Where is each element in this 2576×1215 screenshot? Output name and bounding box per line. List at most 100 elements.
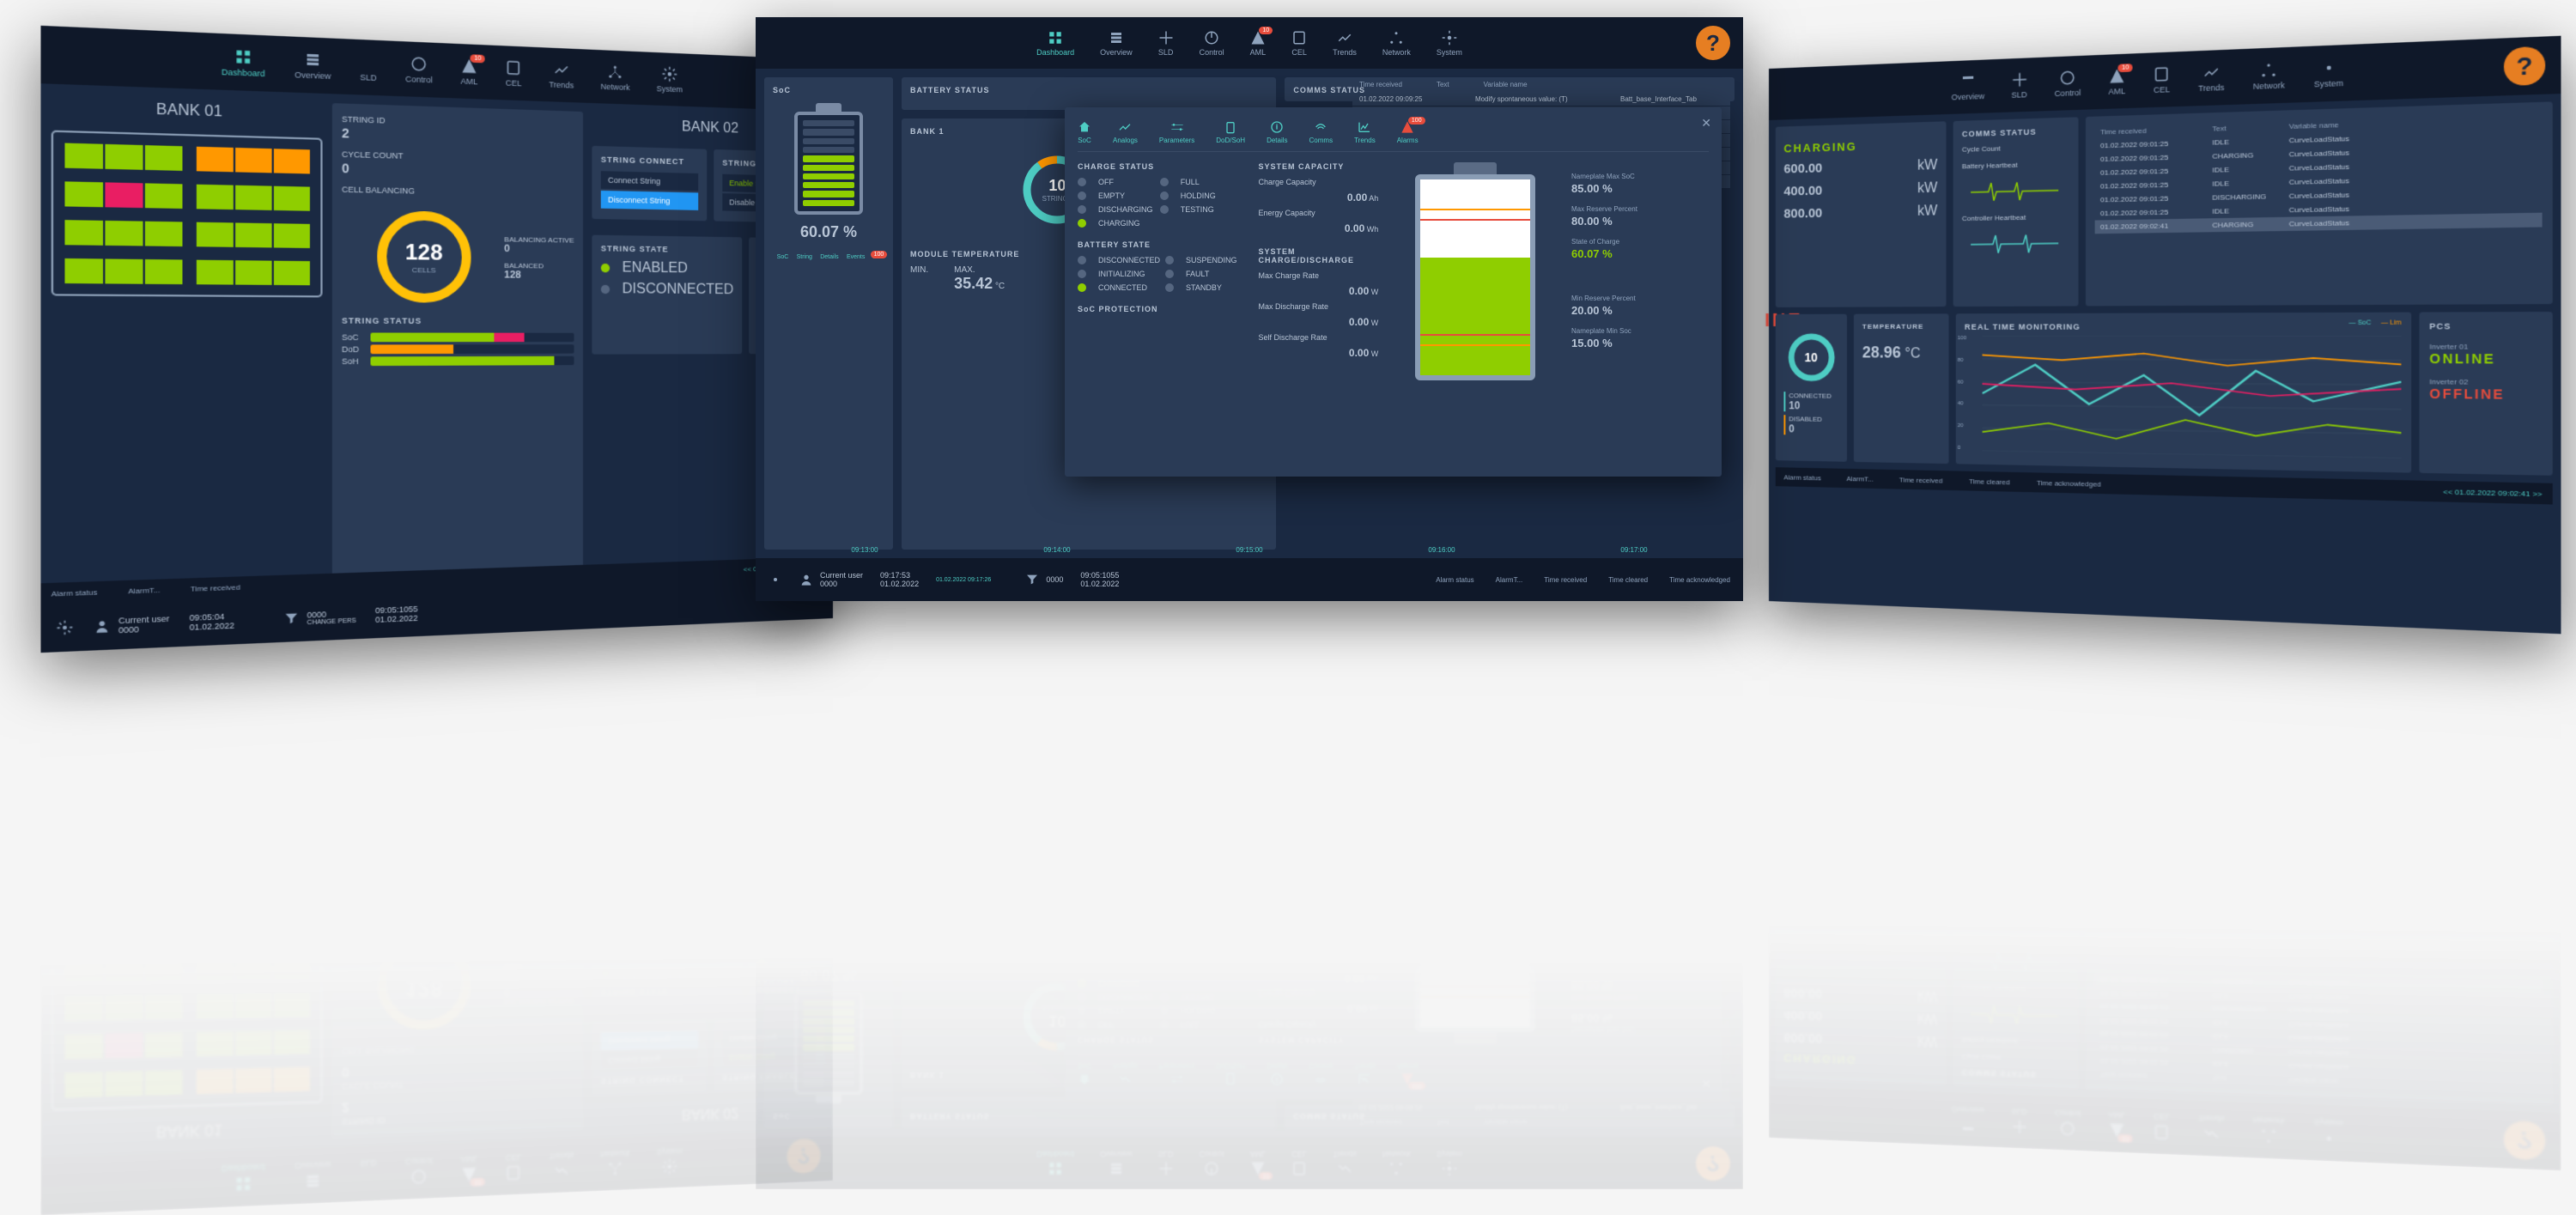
nav-network[interactable]: Network	[1382, 30, 1411, 57]
modal-tab-comms[interactable]: Comms	[1309, 1062, 1334, 1086]
event-row[interactable]: 01.02.2022 09:09:25Modify spontaneous va…	[1352, 1101, 1730, 1114]
nav-dashboard[interactable]: Dashboard	[1036, 1151, 1074, 1177]
tab-al[interactable]: AL	[873, 946, 881, 952]
nav-sld[interactable]: SLD	[360, 53, 377, 82]
help-button[interactable]: ?	[1696, 1146, 1730, 1181]
nav-overview[interactable]: Overview	[295, 50, 331, 80]
nav-trends[interactable]: Trends	[549, 1151, 574, 1180]
tab-string[interactable]: String	[797, 254, 812, 260]
nav-aml[interactable]: AML	[1250, 1151, 1267, 1177]
modal-tab-details[interactable]: Details	[1267, 120, 1287, 144]
filter-icon[interactable]	[1025, 573, 1039, 586]
nav-control[interactable]: Control	[405, 1157, 433, 1186]
filter-icon[interactable]	[1025, 620, 1039, 634]
help-button[interactable]: ?	[1696, 26, 1730, 60]
modal-tab-alarms[interactable]: Alarms	[1397, 120, 1419, 144]
help-button[interactable]: ?	[2504, 46, 2545, 87]
modal-tab-soc[interactable]: SoC	[1078, 1062, 1091, 1086]
nav-overview[interactable]: Overview	[1952, 73, 1985, 101]
nav-overview[interactable]: Overview	[295, 1160, 331, 1190]
nav-system[interactable]: System	[1437, 1151, 1462, 1177]
nav-control[interactable]: Control	[2055, 1109, 2081, 1138]
gear-icon[interactable]	[769, 573, 782, 586]
modal-tab-dodsoh[interactable]: DoD/SoH	[1216, 1062, 1245, 1086]
nav-system[interactable]: System	[656, 65, 682, 94]
nav-overview[interactable]: Overview	[1952, 1105, 1985, 1133]
tab-al[interactable]: AL	[873, 254, 881, 260]
nav-trends[interactable]: Trends	[549, 61, 574, 89]
nav-cel[interactable]: CEL	[1291, 1151, 1307, 1177]
modal-tab-trends[interactable]: Trends	[1354, 120, 1376, 144]
modal-tab-dodsoh[interactable]: DoD/SoH	[1216, 120, 1245, 144]
nav-system[interactable]: System	[656, 1147, 682, 1176]
disconnect-string-option[interactable]: Disconnect String	[601, 1030, 698, 1050]
nav-network[interactable]: Network	[601, 1149, 630, 1177]
nav-trends[interactable]: Trends	[1333, 1151, 1357, 1177]
nav-control[interactable]: Control	[405, 55, 433, 84]
tab-string[interactable]: String	[797, 946, 812, 952]
nav-dashboard[interactable]: Dashboard	[1036, 30, 1074, 57]
nav-cel[interactable]: CEL	[1291, 30, 1307, 57]
nav-system[interactable]: System	[1437, 30, 1462, 57]
nav-sld[interactable]: SLD	[2011, 71, 2027, 100]
filter-icon[interactable]	[283, 615, 299, 630]
nav-network[interactable]: Network	[601, 63, 630, 91]
modal-tab-analogs[interactable]: Analogs	[1113, 1062, 1138, 1086]
nav-dashboard[interactable]: Dashboard	[222, 47, 265, 78]
nav-network[interactable]: Network	[1382, 1151, 1411, 1177]
modal-tab-trends[interactable]: Trends	[1354, 1062, 1376, 1086]
nav-control[interactable]: Control	[2055, 69, 2081, 98]
close-icon[interactable]: ✕	[1701, 1076, 1711, 1090]
nav-aml[interactable]: AML	[460, 57, 477, 86]
tab-events[interactable]: Events	[847, 254, 865, 260]
close-icon[interactable]: ✕	[1701, 116, 1711, 131]
user-icon[interactable]	[799, 573, 813, 586]
nav-aml[interactable]: AML	[2108, 67, 2125, 95]
nav-trends[interactable]: Trends	[1333, 30, 1357, 57]
modal-tab-soc[interactable]: SoC	[1078, 120, 1091, 144]
nav-control[interactable]: Control	[1200, 30, 1224, 57]
nav-trends[interactable]: Trends	[2198, 63, 2225, 92]
tab-soc[interactable]: SoC	[777, 254, 789, 260]
nav-system[interactable]: System	[2314, 1118, 2343, 1148]
modal-tab-parameters[interactable]: Parameters	[1159, 1062, 1194, 1086]
nav-sld[interactable]: SLD	[1158, 30, 1174, 57]
nav-sld[interactable]: SLD	[360, 1158, 377, 1188]
nav-sld[interactable]: SLD	[1158, 1151, 1174, 1177]
nav-overview[interactable]: Overview	[1100, 30, 1133, 57]
tab-details[interactable]: Details	[820, 254, 838, 260]
event-row[interactable]: 01.02.2022 09:09:25Modify spontaneous va…	[1352, 93, 1730, 106]
modal-tab-alarms[interactable]: Alarms	[1397, 1062, 1419, 1086]
nav-network[interactable]: Network	[2253, 1115, 2285, 1145]
nav-sld[interactable]: SLD	[2011, 1108, 2027, 1136]
user-icon[interactable]	[799, 620, 813, 634]
tab-soc[interactable]: SoC	[777, 946, 789, 952]
tab-events[interactable]: Events	[847, 946, 865, 952]
time-axis: 09:13:0009:14:0009:15:0009:16:0009:17:00	[769, 546, 1730, 554]
modal-tab-comms[interactable]: Comms	[1309, 120, 1334, 144]
nav-aml[interactable]: AML	[1250, 30, 1267, 57]
nav-control[interactable]: Control	[1200, 1151, 1224, 1177]
nav-cel[interactable]: CEL	[505, 1153, 521, 1182]
modal-tab-parameters[interactable]: Parameters	[1159, 120, 1194, 144]
modal-tab-analogs[interactable]: Analogs	[1113, 120, 1138, 144]
nav-cel[interactable]: CEL	[505, 59, 521, 88]
nav-overview[interactable]: Overview	[1100, 1151, 1133, 1177]
user-icon[interactable]	[94, 606, 110, 623]
nav-cel[interactable]: CEL	[2154, 65, 2171, 94]
gear-icon[interactable]	[57, 605, 73, 622]
nav-dashboard[interactable]: Dashboard	[222, 1163, 265, 1194]
nav-trends[interactable]: Trends	[2198, 1114, 2225, 1143]
connect-string-option[interactable]: Connect String	[601, 1050, 698, 1070]
gear-icon[interactable]	[769, 620, 782, 634]
help-button[interactable]: ?	[2504, 1121, 2545, 1161]
disconnect-string-option[interactable]: Disconnect String	[601, 191, 698, 210]
nav-network[interactable]: Network	[2253, 61, 2285, 91]
nav-aml[interactable]: AML	[2108, 1111, 2125, 1139]
nav-system[interactable]: System	[2314, 58, 2343, 88]
tab-details[interactable]: Details	[820, 946, 838, 952]
connect-string-option[interactable]: Connect String	[601, 171, 698, 191]
modal-tab-details[interactable]: Details	[1267, 1062, 1287, 1086]
nav-aml[interactable]: AML	[460, 1155, 477, 1184]
nav-cel[interactable]: CEL	[2154, 1112, 2171, 1141]
